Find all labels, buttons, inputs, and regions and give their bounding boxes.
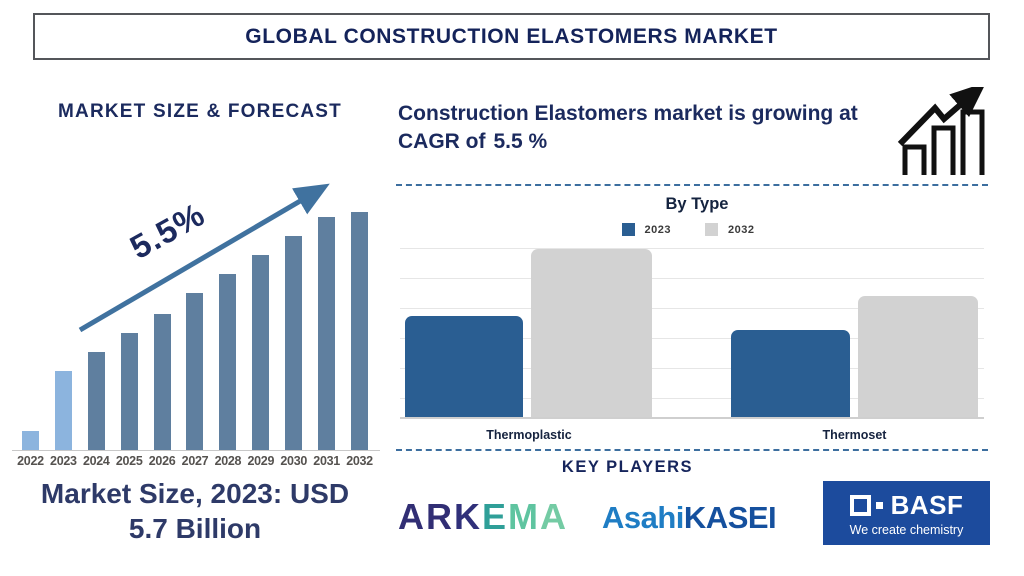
growth-arrow: [78, 183, 330, 333]
forecast-bar-cell: [113, 212, 146, 450]
basf-tagline: We create chemistry: [849, 522, 964, 537]
separator-bottom: [396, 449, 988, 451]
key-players-heading: KEY PLAYERS: [561, 458, 694, 476]
category-label-thermoset: Thermoset: [822, 428, 887, 442]
page-title: GLOBAL CONSTRUCTION ELASTOMERS MARKET: [245, 24, 778, 48]
legend-label-2023: 2023: [644, 223, 671, 236]
year-label-2025: 2025: [115, 454, 143, 468]
forecast-bar-2023: [54, 371, 72, 450]
cagr-value: 5.5 %: [493, 129, 548, 153]
year-label-2022: 2022: [17, 454, 44, 468]
market-size-caption-line2: 5.7 Billion: [128, 513, 262, 544]
basf-solid-square-icon: [875, 501, 883, 509]
bytype-title: By Type: [665, 195, 729, 213]
bar-thermoplastic-2032: [531, 249, 652, 417]
market-size-caption-line1: Market Size, 2023: USD: [40, 478, 350, 509]
forecast-bar-cell: [179, 212, 212, 450]
basf-hollow-square-icon: [849, 494, 871, 516]
bytype-category-labels: Thermoplastic Thermoset: [400, 428, 984, 444]
forecast-bar-cell: [277, 212, 310, 450]
year-label-2031: 2031: [313, 454, 340, 468]
asahi-logo-part1: Asahi: [602, 500, 684, 535]
forecast-bar-cell: [244, 212, 277, 450]
forecast-bar-2028: [219, 274, 237, 450]
forecast-bar-2024: [87, 352, 105, 450]
gridline: [400, 338, 984, 339]
year-label-2024: 2024: [82, 454, 110, 468]
bar-thermoplastic-2023: [405, 316, 523, 417]
year-label-2032: 2032: [346, 454, 373, 468]
forecast-years: 2022 2023 2024 2025 2026 2027 2028 2029 2030 2031…: [14, 454, 376, 468]
legend-swatch-2032: [705, 223, 718, 236]
arkema-logo: ARKEMA: [398, 496, 568, 538]
bar-thermoset-2032: [858, 296, 978, 417]
year-label-2023: 2023: [50, 454, 77, 468]
basf-logo: BASF We create chemistry: [823, 481, 990, 545]
separator-top: [396, 184, 988, 186]
gridline: [400, 278, 984, 279]
forecast-x-axis: [12, 450, 380, 451]
year-label-2026: 2026: [148, 454, 176, 468]
forecast-bar-2025: [120, 333, 138, 450]
gridline: [400, 398, 984, 399]
year-label-2027: 2027: [181, 454, 209, 468]
bar-thermoset-2023: [731, 330, 850, 417]
arkema-letter: A: [540, 496, 569, 537]
cagr-statement: Construction Elastomers market is growin…: [398, 100, 910, 156]
arkema-letter: R: [426, 496, 454, 537]
asahi-kasei-logo: AsahiKASEI: [602, 500, 777, 536]
forecast-bar-cell: [310, 212, 343, 450]
arkema-letter: M: [508, 496, 541, 537]
forecast-bar-cell: [343, 212, 376, 450]
forecast-bar-cell: [146, 212, 179, 450]
bytype-group-thermoplastic: [405, 249, 652, 417]
growth-chart-icon: [897, 87, 987, 175]
forecast-bar-2022: [21, 431, 39, 450]
legend-label-2032: 2032: [728, 223, 755, 236]
forecast-bars: [14, 212, 376, 450]
basf-name: BASF: [890, 489, 964, 520]
year-label-2029: 2029: [247, 454, 275, 468]
bytype-group-thermoset: [731, 296, 978, 417]
title-banner: GLOBAL CONSTRUCTION ELASTOMERS MARKET: [33, 13, 990, 60]
forecast-bar-cell: [14, 212, 47, 450]
bytype-legend: 2023 2032: [390, 223, 986, 236]
arkema-letter: K: [454, 496, 482, 537]
asahi-logo-part2: KASEI: [683, 500, 777, 535]
forecast-bar-2030: [285, 236, 303, 450]
arkema-letter: E: [482, 496, 509, 537]
forecast-bar-2027: [186, 293, 204, 450]
forecast-bar-cell: [47, 212, 80, 450]
year-label-2030: 2030: [280, 454, 307, 468]
forecast-bar-cell: [211, 212, 244, 450]
forecast-bar-2032: [351, 212, 369, 450]
legend-swatch-2023: [621, 223, 635, 236]
bytype-plot-area: [400, 248, 984, 419]
forecast-bar-2026: [153, 314, 171, 450]
gridline: [400, 308, 984, 309]
market-size-forecast-heading: MARKET SIZE & FORECAST: [58, 101, 342, 122]
basf-logo-row: BASF: [849, 489, 964, 521]
forecast-bar-2031: [318, 217, 336, 450]
cagr-statement-text: Construction Elastomers market is growin…: [398, 102, 858, 153]
year-label-2028: 2028: [214, 454, 242, 468]
gridline: [400, 248, 984, 249]
gridline: [400, 368, 984, 369]
forecast-bar-cell: [80, 212, 113, 450]
market-size-caption: Market Size, 2023: USD 5.7 Billion: [8, 476, 382, 546]
arkema-letter: A: [398, 496, 426, 537]
category-label-thermoplastic: Thermoplastic: [486, 428, 572, 442]
forecast-bar-2029: [252, 255, 270, 450]
